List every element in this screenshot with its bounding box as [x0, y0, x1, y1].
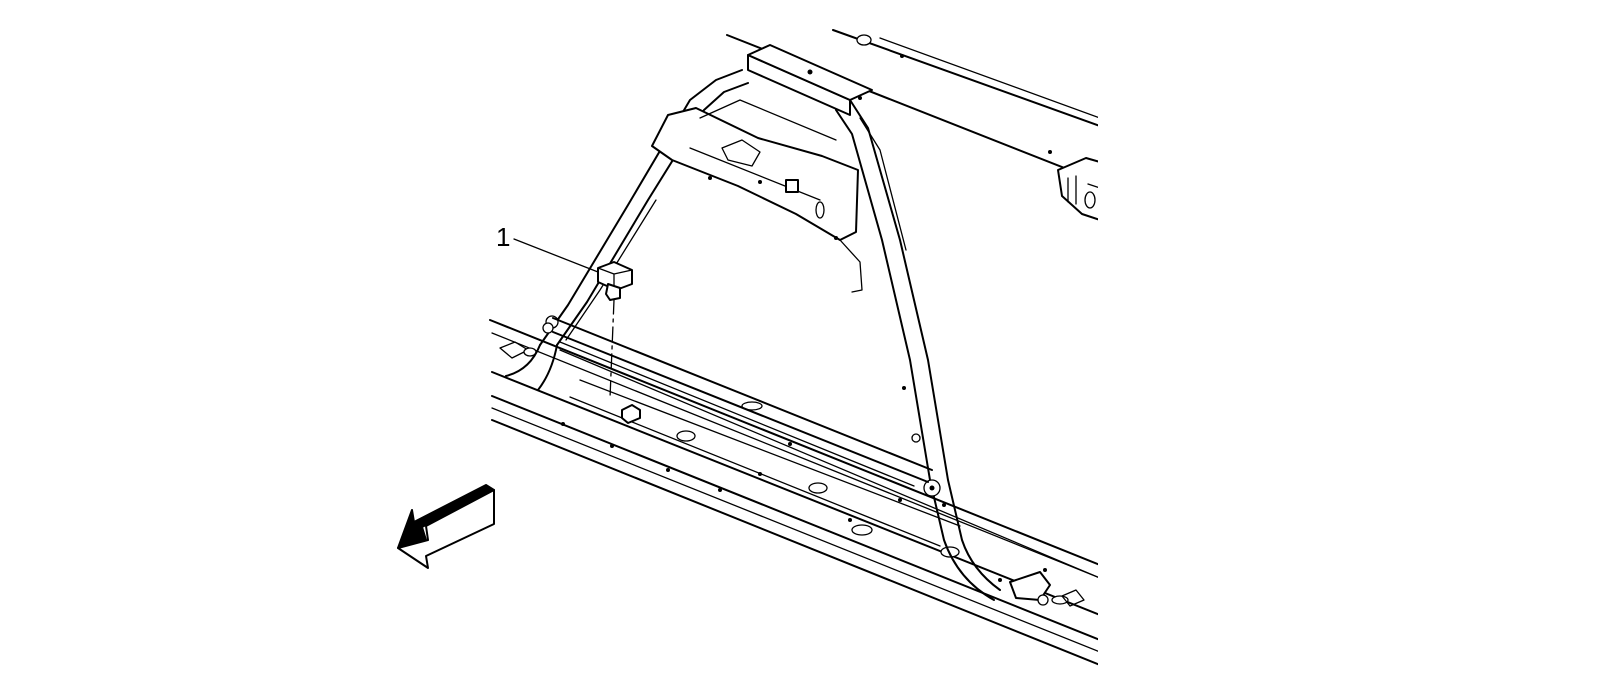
cross-member-hoop [505, 44, 1001, 601]
lower-rail [489, 319, 1098, 666]
sensor-component [513, 238, 633, 399]
upper-rail [726, 29, 1098, 221]
cross-bar [552, 317, 933, 487]
direction-arrow-icon [397, 484, 495, 569]
callout-label-1: 1 [496, 222, 510, 252]
